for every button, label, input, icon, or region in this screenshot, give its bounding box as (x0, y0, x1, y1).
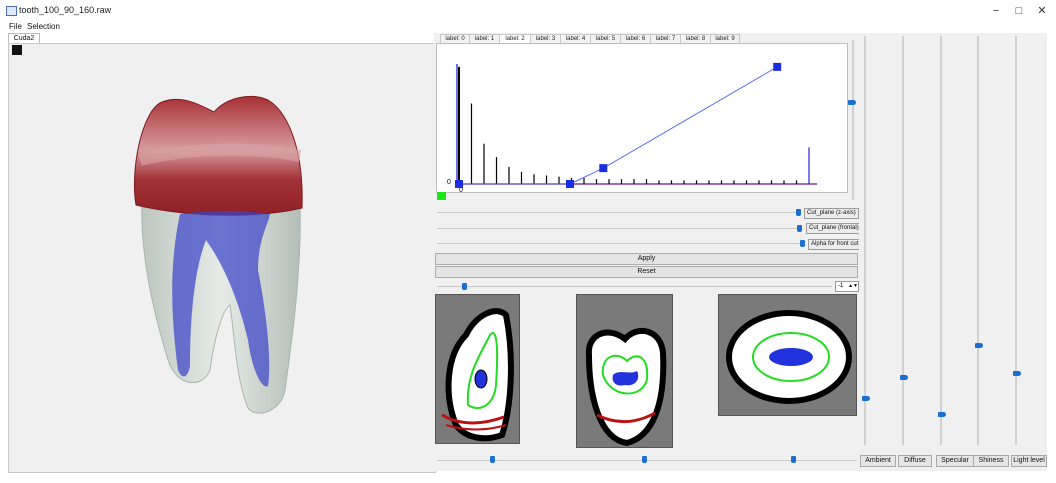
background-color-swatch[interactable] (12, 45, 22, 55)
slice-slider-track[interactable] (437, 286, 832, 287)
axial-slice-image (719, 295, 856, 415)
spin-value: -1 (838, 283, 844, 289)
title-bar (0, 0, 1056, 22)
light-slider-track-3[interactable] (977, 36, 979, 445)
cut-plane-frontal-button[interactable]: Cut_plane (frontal) (806, 223, 862, 234)
cut-z-thumb[interactable] (796, 209, 801, 216)
coronal-slice-image (577, 295, 672, 447)
light-slider-thumb-2[interactable] (938, 412, 946, 418)
tab-label-9[interactable]: label: 9 (710, 34, 740, 44)
light-slider-thumb-4[interactable] (1013, 371, 1021, 377)
light-slider-thumb-0[interactable] (862, 395, 870, 401)
slice-spinbox[interactable]: -1 ▲▼ (835, 281, 859, 292)
light-button-specular[interactable]: Specular (936, 455, 974, 467)
sagittal-slice-image (436, 295, 519, 443)
light-slider-track-0[interactable] (864, 36, 866, 445)
light-slider-thumb-1[interactable] (900, 375, 908, 381)
menu-file[interactable]: File (9, 22, 22, 31)
light-button-shiness[interactable]: Shiness (973, 455, 1009, 467)
reset-button[interactable]: Reset (435, 266, 858, 278)
light-button-ambient[interactable]: Ambient (860, 455, 896, 467)
transfer-curve[interactable] (459, 66, 778, 185)
sagittal-slice-thumb[interactable] (490, 456, 495, 463)
light-slider-track-1[interactable] (902, 36, 904, 445)
alpha-thumb[interactable] (800, 240, 805, 247)
menu-selection[interactable]: Selection (27, 22, 60, 31)
light-button-light-level[interactable]: Light level (1011, 455, 1047, 467)
cut-plane-z-button[interactable]: Cut_plane (z-axis) (804, 208, 859, 219)
transfer-control-point[interactable] (455, 180, 463, 188)
cut-frontal-track[interactable] (437, 228, 797, 229)
histogram-chart[interactable]: 0 0 (436, 43, 848, 194)
cut-z-track[interactable] (437, 212, 797, 213)
slice-view-coronal[interactable] (576, 294, 673, 448)
y-origin-label: 0 (447, 179, 451, 186)
chart-vertical-track[interactable] (852, 40, 854, 200)
light-button-diffuse[interactable]: Diffuse (898, 455, 932, 467)
app-icon (6, 6, 17, 16)
window-title: tooth_100_90_160.raw (19, 5, 112, 15)
lighting-panel (859, 33, 1047, 471)
x-origin-label: 0 (459, 187, 463, 192)
transfer-control-point[interactable] (566, 180, 574, 188)
slice-slider-thumb[interactable] (462, 283, 467, 290)
chart-vertical-thumb[interactable] (848, 100, 856, 105)
light-slider-track-2[interactable] (940, 36, 942, 445)
minimize-button[interactable]: − (992, 5, 1000, 17)
tab-cuda2[interactable]: Cuda2 (8, 33, 40, 44)
light-slider-track-4[interactable] (1015, 36, 1017, 445)
transfer-control-point[interactable] (773, 62, 782, 71)
close-button[interactable]: ✕ (1037, 5, 1047, 17)
maximize-button[interactable]: □ (1015, 5, 1023, 17)
coronal-slice-thumb[interactable] (642, 456, 647, 463)
label-color-swatch[interactable] (437, 192, 446, 200)
cut-frontal-thumb[interactable] (797, 225, 802, 232)
slice-view-axial[interactable] (718, 294, 857, 416)
slice-view-sagittal[interactable] (435, 294, 520, 444)
axial-slice-thumb[interactable] (791, 456, 796, 463)
apply-button[interactable]: Apply (435, 253, 858, 265)
slice-position-track[interactable] (437, 460, 857, 461)
histogram-svg[interactable]: 0 0 (437, 44, 847, 194)
alpha-front-cut-button[interactable]: Alpha for front cut (808, 239, 862, 250)
alpha-track[interactable] (437, 243, 800, 244)
transfer-control-point[interactable] (599, 164, 608, 173)
light-slider-thumb-3[interactable] (975, 342, 983, 348)
spin-arrows-icon[interactable]: ▲▼ (848, 283, 858, 289)
tooth-volume-render (133, 96, 303, 414)
